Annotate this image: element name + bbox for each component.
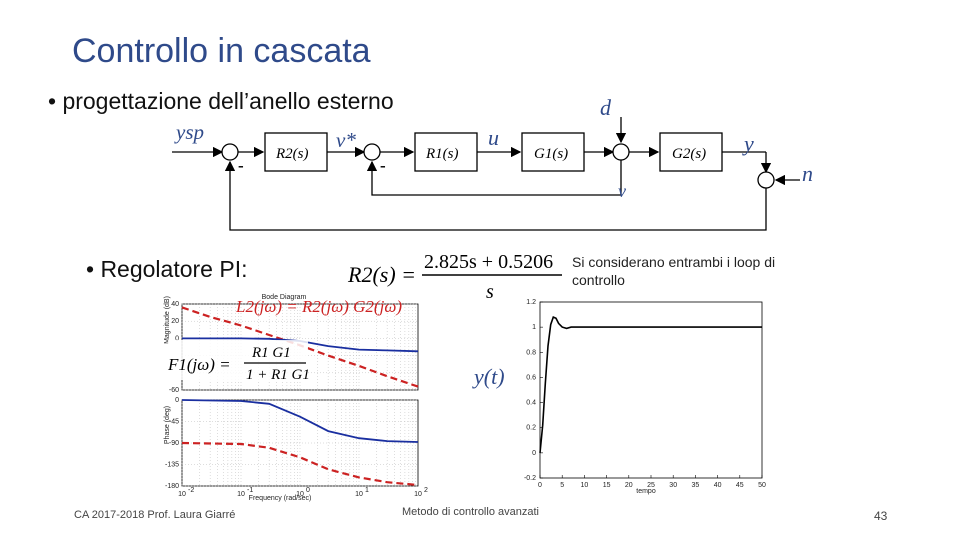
page-number: 43	[874, 509, 888, 523]
bode-series-l2-phase	[181, 441, 419, 487]
label-ysp: ysp	[174, 120, 204, 144]
step-x-tick-label: 40	[714, 482, 722, 489]
label-v-star: v*	[336, 128, 356, 152]
step-y-tick-label: 1.2	[526, 299, 536, 306]
label-d: d	[600, 95, 612, 120]
label-u: u	[488, 125, 499, 150]
step-y-tick-label: 0.6	[526, 374, 536, 381]
pi-formula-lhs: R2(s) =	[347, 262, 416, 287]
step-plot-frame	[539, 301, 763, 479]
step-response-line	[539, 316, 762, 453]
bode-phase-tick-label: -135	[165, 462, 179, 469]
summing-junction-outer	[221, 143, 239, 161]
step-xlabel: tempo	[636, 488, 656, 495]
bode-xlabel: Frequency (rad/sec)	[249, 495, 312, 502]
step-x-tick-label: 35	[692, 482, 700, 489]
pi-formula-denominator: s	[486, 281, 494, 303]
step-response-chart: -0.200.20.40.60.811.20 5 10 15 20 25 30 35 40 45 5…	[524, 299, 766, 495]
bode-x-tick-exponent: -2	[188, 487, 194, 494]
footer-title: Metodo di controllo avanzati	[402, 506, 539, 518]
footer-course: CA 2017-2018 Prof. Laura Giarré	[74, 509, 236, 521]
step-x-tick-label: 30	[669, 482, 677, 489]
f1-formula-numerator: R1 G1	[251, 345, 291, 361]
bode-series-f1-phase	[181, 399, 419, 443]
bode-x-tick-exponent: -1	[247, 487, 253, 494]
bode-x-tick-label: 10	[178, 491, 186, 498]
bode-phase-tick-label: 0	[175, 397, 179, 404]
step-y-tick-label: 0.4	[526, 400, 536, 407]
block-g2	[659, 132, 723, 172]
block-r1	[414, 132, 478, 172]
bode-x-tick-label: 10	[296, 491, 304, 498]
step-x-tick-label: 25	[647, 482, 655, 489]
bode-x-tick-label: 10	[414, 491, 422, 498]
minus-sign-outer: -	[238, 156, 244, 175]
bode-mag-tick-label: 0	[175, 335, 179, 342]
bode-phase-tick-label: -180	[165, 483, 179, 490]
pi-formula-numerator: 2.825s + 0.5206	[424, 251, 553, 273]
step-x-tick-label: 15	[603, 482, 611, 489]
summing-junction-inner	[363, 143, 381, 161]
bode-x-tick-exponent: 2	[424, 487, 428, 494]
bode-series-f1-magnitude	[182, 337, 419, 353]
pi-formula: R2(s) = 2.825s + 0.5206 s	[347, 251, 562, 303]
bode-x-tick-exponent: 1	[365, 487, 369, 494]
note-text: Si considerano entrambi i loop di contro…	[572, 254, 776, 288]
bode-mag-tick-label: 40	[171, 301, 179, 308]
step-x-tick-label: 45	[736, 482, 744, 489]
loop-gain-formula: L2(jω) = R2(jω) G2(jω)	[235, 297, 402, 316]
bode-x-tick-label: 10	[237, 491, 245, 498]
label-y: y	[742, 131, 754, 156]
block-r2	[264, 132, 328, 172]
step-x-tick-label: 5	[560, 482, 564, 489]
step-y-tick-label: 0.2	[526, 425, 536, 432]
bode-phase-tick-label: -45	[169, 419, 179, 426]
label-n: n	[802, 161, 813, 186]
f1-formula-lhs: F1(jω) =	[167, 355, 231, 374]
step-x-tick-label: 20	[625, 482, 633, 489]
page-title: Controllo in cascata	[72, 32, 371, 70]
bode-ylabel-phase: Phase (deg)	[164, 406, 171, 444]
bode-formula-overlay: L2(jω) = R2(jω) G2(jω) F1(jω) = R1 G1 1 …	[167, 297, 402, 383]
step-x-tick-label: 50	[758, 482, 766, 489]
step-response-label: y(t)	[474, 364, 505, 390]
step-x-tick-label: 0	[538, 482, 542, 489]
bode-mag-tick-label: 20	[171, 318, 179, 325]
bullet-outer-loop: • progettazione dell’anello esterno	[48, 88, 394, 114]
bode-phase-tick-label: -90	[169, 440, 179, 447]
step-y-tick-label: -0.2	[524, 475, 536, 482]
block-g1-label: G1(s)	[534, 146, 568, 162]
bode-x-tick-label: 10	[355, 491, 363, 498]
bode-mag-tick-label: -60	[169, 387, 179, 394]
bode-title: Bode Diagram	[262, 294, 307, 301]
step-y-tick-label: 1	[532, 324, 536, 331]
bullet-pi-controller: • Regolatore PI:	[86, 256, 248, 282]
block-g2-label: G2(s)	[672, 146, 706, 162]
summing-junction-disturbance	[612, 143, 630, 161]
summing-junction-noise	[757, 171, 775, 189]
minus-sign-inner: -	[380, 156, 386, 175]
bode-x-tick-exponent: 0	[306, 487, 310, 494]
bode-ylabel-magnitude: Magnitude (dB)	[164, 296, 171, 344]
block-diagram: ysp - v* - R2(s) R1(s) u G1(s) d G2(s) y…	[172, 95, 813, 231]
label-v: v	[618, 181, 626, 201]
step-x-tick-label: 10	[581, 482, 589, 489]
block-r1-label: R1(s)	[425, 146, 459, 162]
step-y-tick-label: 0.8	[526, 349, 536, 356]
step-y-tick-label: 0	[532, 450, 536, 457]
block-r2-label: R2(s)	[275, 146, 309, 162]
f1-formula-denominator: 1 + R1 G1	[246, 367, 310, 383]
